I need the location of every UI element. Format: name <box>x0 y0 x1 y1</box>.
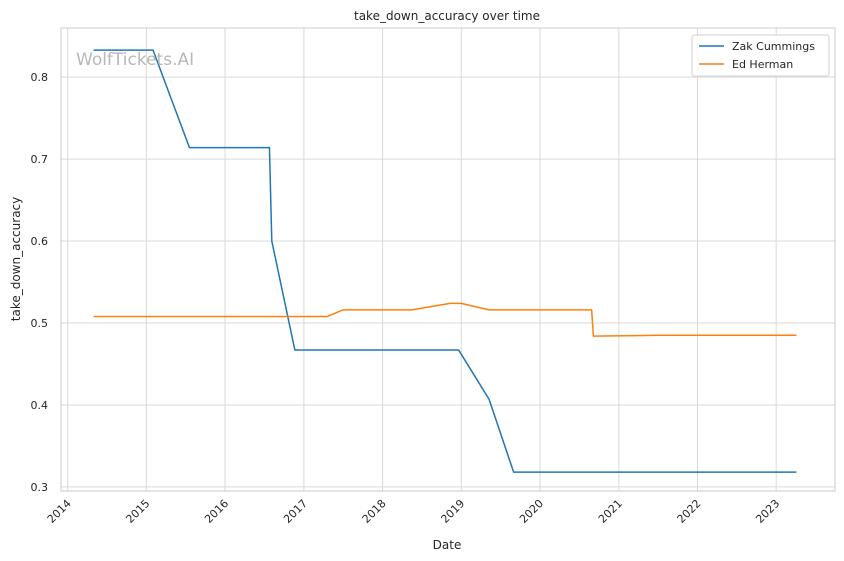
y-axis-ticks: 0.3 0.4 0.5 0.6 0.7 0.8 <box>31 71 49 494</box>
y-tick-label: 0.4 <box>31 399 49 412</box>
legend-label-ed-herman: Ed Herman <box>732 58 793 71</box>
plot-background <box>61 28 835 491</box>
series-layer <box>93 49 797 473</box>
x-axis-label: Date <box>433 538 462 552</box>
chart-title: take_down_accuracy over time <box>354 9 540 23</box>
series-line-ed-herman <box>93 302 797 337</box>
y-tick-label: 0.3 <box>31 481 49 494</box>
x-axis-ticks: 2014 2015 2016 2017 2018 2019 2020 2021 2022 2023 <box>45 497 782 526</box>
plot-frame <box>60 27 836 492</box>
watermark-text: WolfTickets.AI <box>76 50 194 70</box>
y-axis-label: take_down_accuracy <box>9 197 23 321</box>
legend-label-zak-cummings: Zak Cummings <box>732 40 815 53</box>
y-tick-label: 0.6 <box>31 235 49 248</box>
y-tick-label: 0.5 <box>31 317 49 330</box>
grid <box>61 28 835 491</box>
plot-area <box>60 27 836 492</box>
legend: Zak Cummings Ed Herman <box>691 34 830 77</box>
y-tick-label: 0.7 <box>31 153 49 166</box>
y-tick-label: 0.8 <box>31 71 49 84</box>
series-line-zak-cummings <box>93 49 797 473</box>
legend-box <box>691 34 830 77</box>
